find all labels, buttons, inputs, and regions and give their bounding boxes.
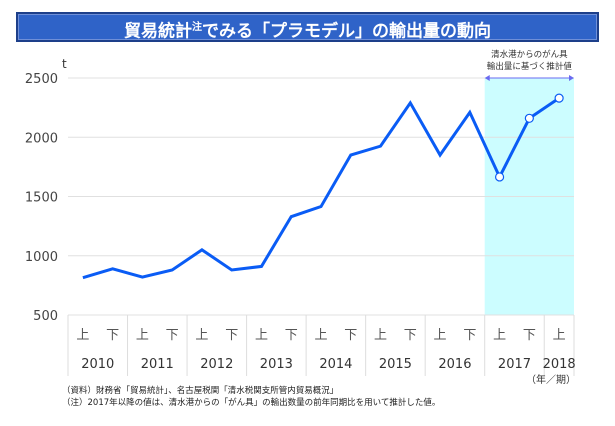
x-year-label: 2014	[319, 357, 352, 372]
chart-title: 貿易統計注でみる「プラモデル」の輸出量の動向	[16, 12, 599, 42]
x-half-label: 下	[463, 328, 476, 343]
x-half-label: 下	[166, 328, 179, 343]
annotation-line2: 輸出量に基づく推計値	[487, 61, 573, 72]
x-half-label: 上	[255, 328, 268, 343]
data-point-marker	[554, 93, 564, 103]
x-year-label: 2017	[498, 357, 531, 372]
annotation-line1: 清水港からのがん具	[491, 49, 568, 60]
x-year-label: 2011	[141, 357, 174, 372]
title-rest: でみる「プラモデル」の輸出量の動向	[202, 21, 491, 42]
x-half-label: 上	[136, 328, 149, 343]
source-note: （資料）財務省「貿易統計」、名古屋税関「清水税関支所管内貿易概況」	[62, 386, 339, 396]
x-year-label: 2010	[81, 357, 114, 372]
x-year-label: 2015	[379, 357, 412, 372]
x-half-label: 下	[344, 328, 357, 343]
x-half-label: 上	[195, 328, 208, 343]
x-half-label: 上	[493, 328, 506, 343]
x-half-label: 下	[285, 328, 298, 343]
x-half-label: 下	[404, 328, 417, 343]
x-year-label: 2013	[260, 357, 293, 372]
y-tick-label: 500	[33, 309, 58, 324]
x-half-label: 上	[553, 328, 566, 343]
x-half-label: 下	[225, 328, 238, 343]
x-half-label: 上	[434, 328, 447, 343]
y-axis-unit: t	[62, 57, 67, 71]
y-tick-label: 2000	[25, 131, 58, 146]
series-line	[82, 96, 560, 280]
arrowhead-left-icon	[484, 75, 490, 81]
x-year-label: 2018	[543, 357, 576, 372]
y-tick-label: 1500	[25, 191, 58, 206]
data-point-marker	[494, 172, 505, 182]
data-point-marker	[524, 113, 534, 123]
footnote: （注）2017年以降の値は、清水港からの「がん具」の輸出数量の前年同期比を用いて…	[62, 398, 441, 408]
arrowhead-right-icon	[569, 75, 574, 81]
title-main: 貿易統計	[124, 21, 192, 42]
title-note-mark: 注	[192, 22, 202, 33]
x-half-label: 下	[106, 328, 119, 343]
y-tick-label: 1000	[25, 250, 58, 265]
x-year-label: 2012	[200, 357, 233, 372]
x-half-label: 上	[374, 328, 387, 343]
x-half-label: 上	[76, 328, 89, 343]
x-half-label: 下	[523, 328, 536, 343]
x-axis-unit: （年／期）	[526, 373, 576, 386]
x-half-label: 上	[314, 328, 327, 343]
y-tick-label: 2500	[25, 72, 58, 87]
x-year-label: 2016	[438, 357, 471, 372]
